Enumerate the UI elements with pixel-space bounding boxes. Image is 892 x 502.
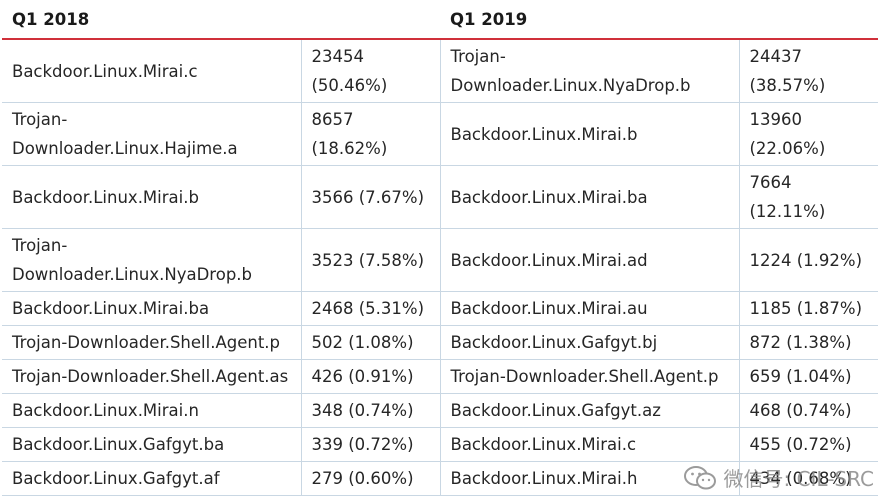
table-row: Backdoor.Linux.Gafgyt.af 279 (0.60%) Bac… (2, 461, 878, 496)
header-q1-2019: Q1 2019 (440, 0, 878, 40)
malware-count-2019: 455 (0.72%) (739, 427, 878, 462)
malware-count-2018: 8657 (18.62%) (301, 102, 441, 166)
malware-name-2019: Trojan-Downloader.Linux.NyaDrop.b (440, 39, 740, 103)
malware-name-2018: Backdoor.Linux.Mirai.c (2, 39, 302, 103)
malware-name-2018: Backdoor.Linux.Mirai.n (2, 393, 302, 428)
table-row: Trojan-Downloader.Shell.Agent.as 426 (0.… (2, 359, 878, 394)
malware-count-2018: 348 (0.74%) (301, 393, 441, 428)
table-header-row: Q1 2018 Q1 2019 (2, 0, 878, 40)
malware-comparison-table: Q1 2018 Q1 2019 Backdoor.Linux.Mirai.c 2… (2, 0, 878, 496)
malware-name-2018: Backdoor.Linux.Mirai.ba (2, 291, 302, 326)
malware-comparison-table-wrapper: Q1 2018 Q1 2019 Backdoor.Linux.Mirai.c 2… (2, 0, 878, 496)
watermark-text: 微信号: CIL-SRC (723, 467, 874, 491)
malware-count-2018: 279 (0.60%) (301, 461, 441, 496)
malware-count-2018: 23454 (50.46%) (301, 39, 441, 103)
malware-name-2019: Backdoor.Linux.Mirai.c (440, 427, 740, 462)
malware-name-2018: Backdoor.Linux.Mirai.b (2, 165, 302, 229)
malware-name-2019: Backdoor.Linux.Mirai.ba (440, 165, 740, 229)
malware-name-2019: Backdoor.Linux.Mirai.ad (440, 228, 740, 292)
malware-count-2019: 434 (0.68%) (739, 461, 878, 496)
malware-name-2019: Backdoor.Linux.Mirai.h (440, 461, 740, 496)
malware-name-2018: Trojan-Downloader.Linux.NyaDrop.b (2, 228, 302, 292)
table-row: Backdoor.Linux.Mirai.n 348 (0.74%) Backd… (2, 393, 878, 428)
malware-count-2019: 468 (0.74%) (739, 393, 878, 428)
malware-name-2019: Backdoor.Linux.Gafgyt.az (440, 393, 740, 428)
table-row: Trojan-Downloader.Shell.Agent.p 502 (1.0… (2, 325, 878, 360)
malware-count-2019: 24437 (38.57%) (739, 39, 878, 103)
table-row: Backdoor.Linux.Mirai.ba 2468 (5.31%) Bac… (2, 291, 878, 326)
malware-count-2018: 426 (0.91%) (301, 359, 441, 394)
malware-count-2018: 502 (1.08%) (301, 325, 441, 360)
table-row: Backdoor.Linux.Gafgyt.ba 339 (0.72%) Bac… (2, 427, 878, 462)
malware-count-2019: 13960 (22.06%) (739, 102, 878, 166)
table-row: Trojan-Downloader.Linux.NyaDrop.b 3523 (… (2, 228, 878, 292)
header-q1-2018: Q1 2018 (2, 0, 440, 40)
malware-name-2019: Backdoor.Linux.Mirai.b (440, 102, 740, 166)
wechat-watermark: 微信号: CIL-SRC (683, 463, 874, 492)
malware-count-2019: 1185 (1.87%) (739, 291, 878, 326)
malware-name-2019: Trojan-Downloader.Shell.Agent.p (440, 359, 740, 394)
malware-name-2018: Backdoor.Linux.Gafgyt.ba (2, 427, 302, 462)
table-row: Backdoor.Linux.Mirai.b 3566 (7.67%) Back… (2, 165, 878, 229)
malware-count-2018: 2468 (5.31%) (301, 291, 441, 326)
malware-count-2018: 3523 (7.58%) (301, 228, 441, 292)
malware-name-2018: Trojan-Downloader.Shell.Agent.as (2, 359, 302, 394)
malware-count-2018: 339 (0.72%) (301, 427, 441, 462)
malware-count-2019: 1224 (1.92%) (739, 228, 878, 292)
malware-name-2018: Trojan-Downloader.Shell.Agent.p (2, 325, 302, 360)
malware-count-2019: 872 (1.38%) (739, 325, 878, 360)
malware-name-2018: Backdoor.Linux.Gafgyt.af (2, 461, 302, 496)
malware-count-2019: 659 (1.04%) (739, 359, 878, 394)
malware-name-2019: Backdoor.Linux.Gafgyt.bj (440, 325, 740, 360)
wechat-icon (683, 465, 717, 491)
table-row: Backdoor.Linux.Mirai.c 23454 (50.46%) Tr… (2, 39, 878, 103)
malware-name-2018: Trojan-Downloader.Linux.Hajime.a (2, 102, 302, 166)
malware-name-2019: Backdoor.Linux.Mirai.au (440, 291, 740, 326)
table-row: Trojan-Downloader.Linux.Hajime.a 8657 (1… (2, 102, 878, 166)
malware-count-2018: 3566 (7.67%) (301, 165, 441, 229)
malware-count-2019: 7664 (12.11%) (739, 165, 878, 229)
